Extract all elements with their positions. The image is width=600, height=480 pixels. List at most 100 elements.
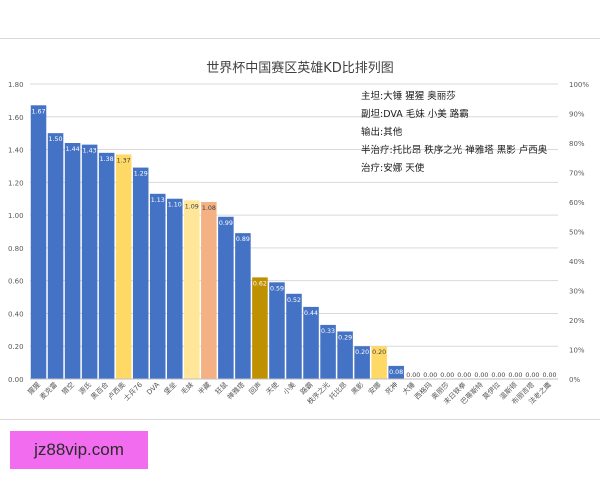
value-label: 0.62 [253,280,267,287]
y2-tick-label: 80% [569,140,585,148]
value-label: 0.52 [287,297,301,304]
bar [184,200,200,379]
x-tick-label: 西格玛 [412,380,433,401]
value-label: 0.00 [474,372,488,379]
x-tick-label: 天使 [264,380,280,396]
value-label: 0.20 [355,349,369,356]
bar [371,346,387,379]
annotation-line: 主坦:大锤 猩猩 奥丽莎 [361,90,456,102]
y-tick-label: 0.80 [8,245,24,253]
y-tick-label: 1.80 [8,81,24,89]
x-tick-label: 回声 [247,380,263,396]
annotation-line: 副坦:DVA 毛妹 小美 路霸 [361,108,469,120]
value-label: 0.00 [423,372,437,379]
bar [218,216,234,379]
y-axis-right: 0% 10% 20% 30% 40% 50% 60% 70% 80% 90% 100% [569,81,589,384]
value-label: 0.29 [338,334,352,341]
bar [30,105,47,380]
x-tick-label: 麦克雷 [38,380,59,401]
annotation-line: 半治疗:托比昂 秩序之光 禅雅塔 黑影 卢西奥 [361,144,548,156]
bar [252,277,268,379]
value-label: 0.00 [440,372,454,379]
bar [47,133,64,379]
value-label: 1.43 [83,148,97,155]
bar [81,144,98,379]
value-label: 1.50 [49,136,63,143]
bar [303,306,319,379]
annotation-line: 输出:其他 [361,126,403,138]
chart-title: 世界杯中国赛区英雄KD比排列图 [206,60,394,76]
value-label: 1.13 [151,197,165,204]
x-tick-label: 堡垒 [162,380,178,396]
bar [98,152,115,379]
bar [167,198,183,379]
value-label: 1.67 [32,108,46,115]
value-label: 1.38 [100,156,114,163]
value-label: 0.00 [542,372,556,379]
value-label: 0.00 [406,372,420,379]
x-tick-label: 半藏 [196,380,212,396]
value-label: 1.44 [66,146,80,153]
value-labels: 1.67 1.501.44 1.431.38 1.371.29 1.131.10 1.09… [32,108,557,379]
x-tick-label: 禅雅塔 [225,380,246,401]
y-tick-label: 0.60 [8,278,24,286]
value-label: 0.00 [491,372,505,379]
value-label: 0.00 [525,372,539,379]
bar [354,346,370,379]
value-label: 0.00 [457,372,471,379]
value-label: 1.08 [202,205,216,212]
bars [30,105,404,380]
value-label: 0.99 [219,220,233,227]
y2-tick-label: 100% [569,81,589,89]
bar [132,167,149,379]
value-label: 0.44 [304,310,318,317]
y2-tick-label: 90% [569,111,585,119]
y2-tick-label: 40% [569,258,585,266]
value-label: 1.09 [185,203,199,210]
x-tick-label: 莫伊拉 [481,380,502,401]
bar [115,154,132,379]
bar [269,282,285,379]
x-tick-label: 死神 [383,380,399,396]
value-label: 1.29 [134,171,148,178]
watermark-badge: jz88vip.com [10,431,148,469]
bar [201,202,217,379]
y-tick-label: 0.00 [8,376,24,384]
bar [235,233,251,379]
y-axis-left: 0.00 0.20 0.40 0.60 0.80 1.00 1.20 1.40 1.60 1.80 [8,81,24,384]
value-label: 1.10 [168,202,182,209]
bar [337,331,353,379]
bar [388,365,404,379]
value-label: 0.20 [372,349,386,356]
bar [286,293,302,379]
y2-tick-label: 10% [569,347,585,355]
y-tick-label: 0.40 [8,310,24,318]
x-tick-label: 安娜 [366,380,382,396]
y2-tick-label: 30% [569,288,585,296]
value-label: 0.59 [270,285,284,292]
value-label: 0.00 [508,372,522,379]
chart-frame: 世界杯中国赛区英雄KD比排列图 0.00 0.20 0.40 0.60 0.80 1.00… [0,38,600,420]
y-tick-label: 1.00 [8,212,24,220]
x-tick-label: 士兵76 [122,380,145,403]
bar [149,193,166,379]
x-tick-label: 猎空 [60,380,76,396]
x-tick-label: 毛妹 [179,380,195,396]
value-label: 0.33 [321,328,335,335]
bar [320,324,336,379]
y2-tick-label: 70% [569,170,585,178]
x-tick-label: 小美 [281,380,297,396]
y-tick-label: 1.60 [8,114,24,122]
x-tick-label: 黑百合 [89,380,110,401]
annotation-line: 治疗:安娜 天使 [361,162,425,174]
y-tick-label: 0.20 [8,343,24,351]
y-tick-label: 1.20 [8,179,24,187]
y2-tick-label: 60% [569,199,585,207]
x-tick-label: 黑影 [349,380,365,396]
value-label: 0.08 [389,369,403,376]
x-tick-label: DVA [145,381,161,397]
x-axis: 猩猩麦克雷 猎空 源氏黑百合卢西奥士兵76 DVA 堡垒 毛妹 半藏 狂鼠禅雅塔 回声 天使 小美路… [26,378,558,406]
y2-tick-label: 0% [569,376,580,384]
x-tick-label: 托比昂 [327,380,348,401]
